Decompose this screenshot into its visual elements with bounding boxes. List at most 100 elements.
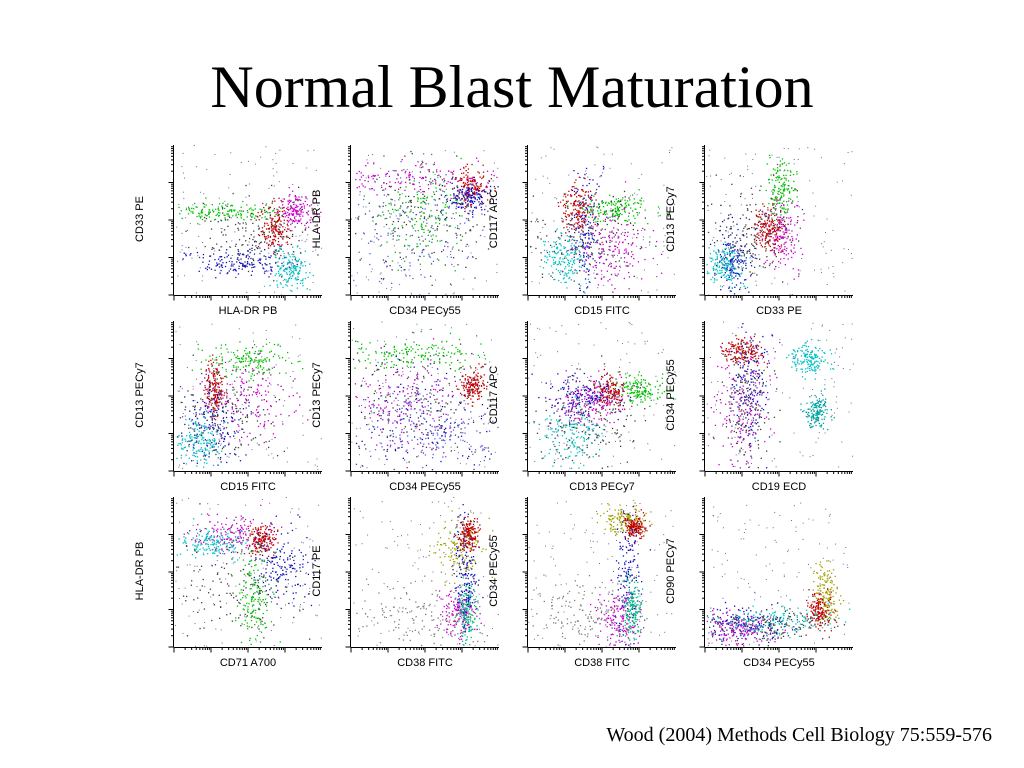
event-dot <box>465 199 467 201</box>
event-dot <box>420 223 423 225</box>
event-dot <box>287 279 289 282</box>
event-dot <box>775 234 777 236</box>
event-dot <box>438 184 440 187</box>
event-dot <box>775 176 777 179</box>
x-axis-label: CD15 FITC <box>574 305 630 317</box>
event-dot <box>412 227 414 229</box>
event-dot <box>282 198 284 200</box>
event-dot <box>282 214 284 215</box>
event-dot <box>592 213 594 215</box>
event-dot <box>472 288 474 290</box>
event-dot <box>762 235 764 237</box>
event-dot <box>777 229 779 232</box>
event-dot <box>429 256 431 258</box>
event-dot <box>209 255 212 257</box>
event-dot <box>264 359 266 361</box>
event-dot <box>217 386 219 388</box>
event-dot <box>257 390 259 392</box>
event-dot <box>578 259 581 261</box>
event-dot <box>401 159 403 161</box>
event-dot <box>247 250 249 252</box>
event-dot <box>298 214 300 216</box>
event-dot <box>222 397 224 399</box>
event-dot <box>793 180 795 183</box>
event-dot <box>459 203 461 205</box>
event-dot <box>295 212 297 214</box>
event-dot <box>413 180 415 182</box>
event-dot <box>185 230 187 232</box>
event-dot <box>277 241 280 243</box>
event-dot <box>769 245 771 248</box>
event-dot <box>435 190 438 192</box>
event-dot <box>258 234 261 237</box>
event-dot <box>248 241 250 243</box>
event-dot <box>384 218 386 220</box>
event-dot <box>177 260 179 262</box>
event-dot <box>269 245 272 247</box>
event-dot <box>295 279 297 281</box>
event-dot <box>574 232 576 234</box>
event-dot <box>408 173 410 175</box>
event-dot <box>228 215 230 217</box>
event-dot <box>575 222 577 224</box>
event-dot <box>376 215 379 217</box>
event-dot <box>214 250 216 252</box>
event-dot <box>744 246 746 248</box>
event-dot <box>759 209 762 211</box>
event-dot <box>624 232 626 234</box>
event-dot <box>472 192 474 195</box>
event-dot <box>474 198 476 200</box>
event-dot <box>726 243 728 245</box>
event-dot <box>397 227 399 230</box>
event-dot <box>230 152 232 154</box>
event-dot <box>553 241 555 243</box>
event-dot <box>727 278 730 280</box>
event-dot <box>460 180 461 182</box>
event-dot <box>587 196 590 198</box>
event-dot <box>801 258 803 259</box>
event-dot <box>260 359 262 361</box>
event-dot <box>562 205 565 207</box>
event-dot <box>722 258 724 260</box>
event-dot <box>737 278 739 280</box>
event-dot <box>295 410 297 412</box>
event-dot <box>765 236 767 238</box>
event-dot <box>229 384 231 386</box>
event-dot <box>599 233 602 235</box>
event-dot <box>463 278 465 280</box>
event-dot <box>299 396 301 398</box>
event-dot <box>779 165 781 168</box>
event-dot <box>360 176 363 178</box>
event-dot <box>214 359 216 361</box>
event-dot <box>199 191 201 193</box>
event-dot <box>373 161 375 163</box>
event-dot <box>184 177 185 179</box>
event-dot <box>479 202 481 205</box>
event-dot <box>472 256 474 258</box>
event-dot <box>201 349 203 351</box>
event-dot <box>775 236 777 238</box>
event-dot <box>424 208 426 210</box>
event-dot <box>479 176 481 178</box>
event-dot <box>610 200 612 203</box>
event-dot <box>584 191 587 193</box>
event-dot <box>262 267 264 269</box>
event-dot <box>580 245 582 247</box>
axes <box>522 145 676 301</box>
event-dot <box>241 268 243 270</box>
event-dot <box>777 177 780 179</box>
event-dot <box>784 236 786 238</box>
event-dot <box>282 257 284 260</box>
event-dot <box>731 259 733 261</box>
event-dot <box>437 175 439 177</box>
event-dot <box>286 285 288 287</box>
event-dot <box>262 202 264 205</box>
event-dot <box>246 435 248 438</box>
event-dot <box>287 206 289 208</box>
event-dot <box>627 253 629 255</box>
event-dot <box>191 257 193 259</box>
event-dot <box>387 194 390 196</box>
event-dot <box>273 185 275 187</box>
event-dot <box>309 219 311 221</box>
event-dot <box>204 393 206 395</box>
